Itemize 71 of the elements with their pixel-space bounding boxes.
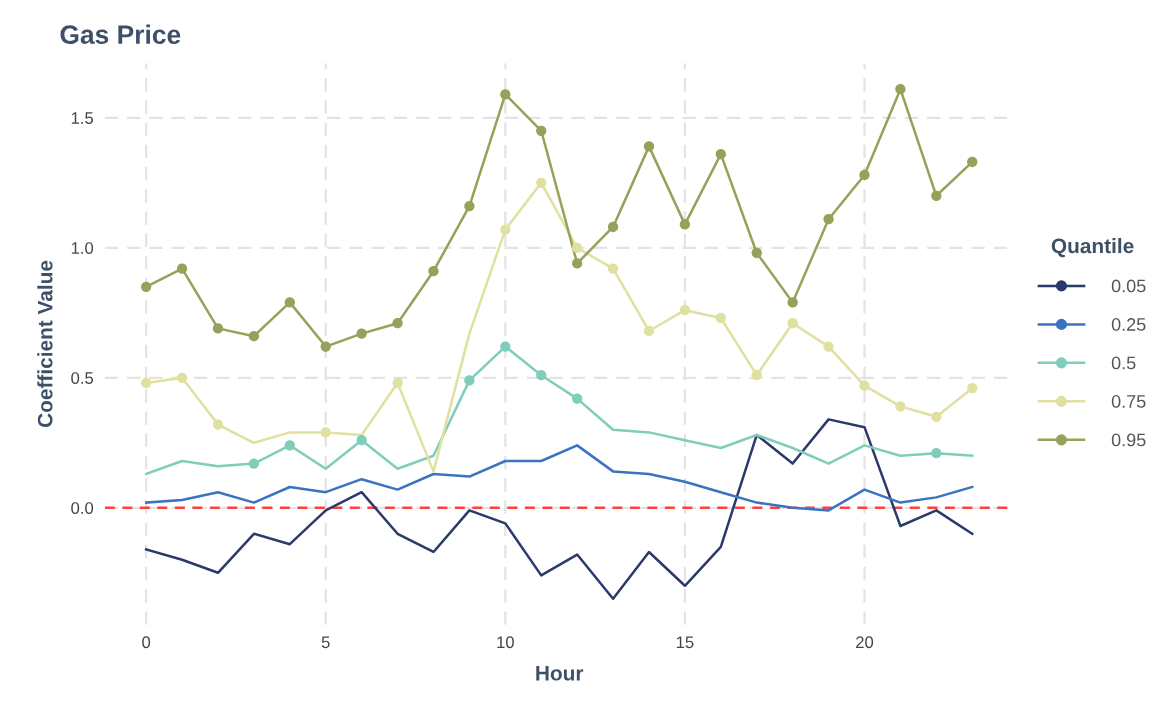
point <box>536 177 547 188</box>
point <box>643 325 655 337</box>
point <box>895 84 906 95</box>
x-tick-label: 10 <box>497 636 514 649</box>
y-axis-title: Coefficient Value <box>37 260 53 428</box>
point <box>931 190 942 201</box>
point <box>859 380 870 391</box>
point <box>392 318 403 329</box>
point <box>212 419 224 430</box>
point <box>895 401 906 412</box>
legend-title: Quantile <box>1051 238 1134 258</box>
point <box>356 435 367 446</box>
point <box>751 370 762 381</box>
point <box>607 263 619 274</box>
point <box>859 169 870 181</box>
point <box>176 372 188 383</box>
line-series <box>144 444 974 512</box>
x-tick-label: 15 <box>676 636 694 649</box>
point <box>787 297 798 308</box>
point <box>176 263 188 274</box>
x-tick-label: 5 <box>321 636 330 649</box>
point <box>679 305 691 316</box>
point <box>967 383 978 394</box>
y-tick-label: 0.5 <box>71 372 94 384</box>
point <box>536 370 547 381</box>
legend-label: 0.75 <box>1111 395 1146 408</box>
point <box>141 281 152 292</box>
point <box>464 375 475 386</box>
point <box>787 318 798 329</box>
point <box>212 323 224 334</box>
point <box>284 297 295 308</box>
point <box>320 341 331 352</box>
point <box>607 221 619 233</box>
line-series <box>144 418 974 601</box>
point <box>284 440 295 451</box>
x-tick-label: 20 <box>856 636 874 649</box>
point <box>500 341 511 352</box>
point <box>931 448 942 459</box>
y-tick-label: 1.0 <box>71 242 94 254</box>
point <box>356 328 367 339</box>
point <box>428 266 439 277</box>
point <box>823 341 834 352</box>
point <box>715 149 726 160</box>
point <box>751 247 762 259</box>
point <box>392 377 403 389</box>
y-tick-label: 1.5 <box>71 112 94 124</box>
point <box>572 393 583 404</box>
point <box>248 458 260 469</box>
x-tick-label: 0 <box>142 636 151 649</box>
point <box>248 331 260 342</box>
chart-title: Gas Price <box>60 24 181 44</box>
point <box>823 214 834 225</box>
point <box>572 258 583 269</box>
point <box>679 219 691 230</box>
legend-label: 0.25 <box>1111 318 1146 331</box>
point <box>320 427 331 438</box>
point <box>141 377 152 389</box>
point <box>536 125 547 136</box>
point <box>967 156 978 168</box>
legend-label: 0.5 <box>1111 356 1136 370</box>
point <box>572 242 583 253</box>
x-axis-title: Hour <box>536 666 584 681</box>
legend-label: 0.05 <box>1111 279 1146 293</box>
point <box>931 411 942 422</box>
legend-label: 0.95 <box>1111 433 1146 447</box>
y-tick-label: 0.0 <box>71 502 94 514</box>
point <box>715 312 726 324</box>
point <box>500 89 511 100</box>
point <box>464 201 475 212</box>
point <box>500 224 511 235</box>
point <box>643 141 655 152</box>
